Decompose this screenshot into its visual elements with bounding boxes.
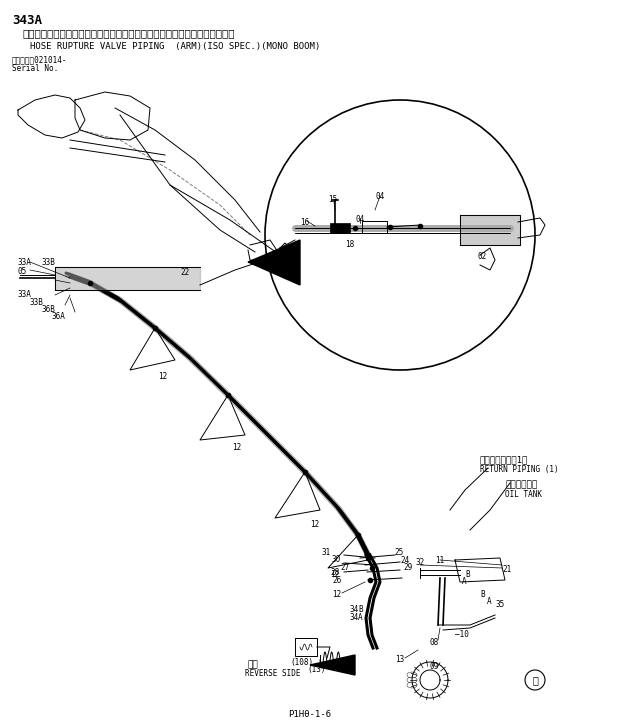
Text: 適用号機　021014-: 適用号機 021014- <box>12 55 68 64</box>
Text: オイルタンク: オイルタンク <box>505 480 538 489</box>
Text: HOSE RUPTURE VALVE PIPING  (ARM)(ISO SPEC.)(MONO BOOM): HOSE RUPTURE VALVE PIPING (ARM)(ISO SPEC… <box>30 42 321 51</box>
Text: ‒10: ‒10 <box>455 630 469 639</box>
Text: 26: 26 <box>332 576 341 585</box>
Text: 34: 34 <box>350 605 359 614</box>
Text: 16: 16 <box>300 218 309 227</box>
Text: (108): (108) <box>290 658 313 667</box>
Text: B: B <box>358 605 363 614</box>
Text: 22: 22 <box>180 268 189 277</box>
Polygon shape <box>248 240 300 285</box>
Text: 11: 11 <box>435 556 445 565</box>
Text: 34: 34 <box>350 613 359 622</box>
Text: B: B <box>465 570 469 579</box>
Text: 33B: 33B <box>42 258 56 267</box>
Text: OIL TANK: OIL TANK <box>505 490 542 499</box>
Text: 30: 30 <box>332 555 341 564</box>
Bar <box>362 221 387 233</box>
Text: 13: 13 <box>395 655 404 664</box>
Text: A: A <box>358 613 363 622</box>
Text: 02: 02 <box>478 252 487 261</box>
Text: ホースラプチャーバルブ配管（アーム）　（ＩＳＯ仕様）　（モノブーム）: ホースラプチャーバルブ配管（アーム） （ＩＳＯ仕様） （モノブーム） <box>22 28 234 38</box>
Text: 27: 27 <box>340 563 349 572</box>
Text: 12: 12 <box>158 372 167 381</box>
Text: B: B <box>480 590 485 599</box>
Text: 28: 28 <box>330 568 339 577</box>
Text: 21: 21 <box>502 565 512 574</box>
Text: 05: 05 <box>18 267 27 276</box>
Polygon shape <box>310 655 355 675</box>
Text: 36A: 36A <box>52 312 66 321</box>
Text: 343A: 343A <box>12 14 42 27</box>
Text: P1Hθ-1-6: P1Hθ-1-6 <box>288 710 332 719</box>
Text: Serial No.: Serial No. <box>12 64 58 73</box>
Text: 24: 24 <box>400 556 409 565</box>
Text: 33B: 33B <box>30 298 44 307</box>
Text: リターン配管（1）: リターン配管（1） <box>480 455 528 464</box>
Text: 36B: 36B <box>42 305 56 314</box>
Text: A: A <box>462 577 467 586</box>
Text: 33A: 33A <box>18 290 32 299</box>
Text: 08: 08 <box>430 638 439 647</box>
Text: A: A <box>487 597 492 606</box>
Text: 15: 15 <box>328 195 337 204</box>
Text: 09: 09 <box>430 662 439 671</box>
Text: 12: 12 <box>332 590 341 599</box>
Text: 裏面: 裏面 <box>248 660 259 669</box>
Text: 33A: 33A <box>18 258 32 267</box>
Text: REVERSE SIDE: REVERSE SIDE <box>245 669 301 678</box>
Text: 12: 12 <box>232 443 241 452</box>
Text: Ⓖ: Ⓖ <box>532 675 538 685</box>
Text: 04: 04 <box>375 192 384 201</box>
Text: 12: 12 <box>330 570 339 579</box>
Bar <box>330 223 350 233</box>
Text: (13): (13) <box>307 665 326 674</box>
Text: 18: 18 <box>345 240 354 249</box>
Text: 31: 31 <box>322 548 331 557</box>
Text: RETURN PIPING (1): RETURN PIPING (1) <box>480 465 559 474</box>
Text: 29: 29 <box>403 563 412 572</box>
Text: 32: 32 <box>415 558 424 567</box>
Text: 35: 35 <box>495 600 504 609</box>
Text: 12: 12 <box>310 520 319 529</box>
Text: 25: 25 <box>394 548 403 557</box>
Text: 04: 04 <box>355 215 365 224</box>
